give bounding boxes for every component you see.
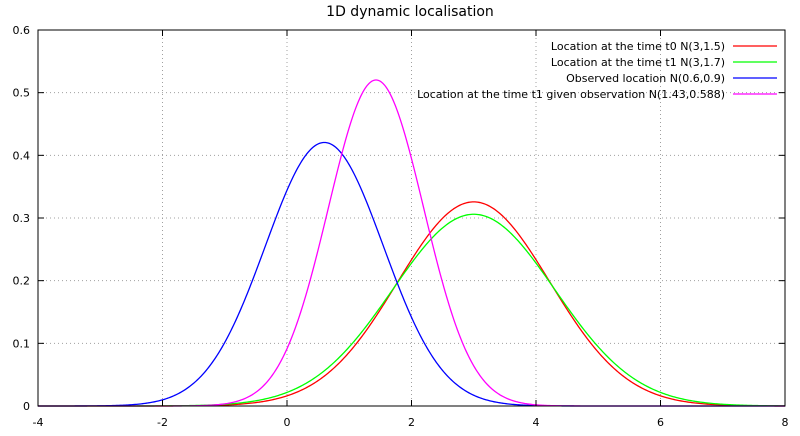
legend-label-4: Location at the time t1 given observatio… [417,88,725,101]
x-tick-label: 6 [657,416,664,429]
legend: Location at the time t0 N(3,1.5) Location… [417,40,777,101]
series-line-4 [38,79,785,407]
y-tick-label: 0.4 [13,149,31,162]
x-tick-label: -2 [157,416,168,429]
legend-label-3: Observed location N(0.6,0.9) [566,72,725,85]
x-tick-label: 8 [782,416,789,429]
x-tick-label: -4 [33,416,44,429]
x-tick-label: 4 [533,416,540,429]
y-tick-label: 0.6 [13,24,31,37]
y-tick-label: 0.3 [13,212,31,225]
grid [38,30,785,406]
chart-title: 1D dynamic localisation [326,4,494,20]
series-lines [38,79,786,407]
x-tick-label: 2 [408,416,415,429]
legend-label-2: Location at the time t1 N(3,1.7) [551,56,725,69]
series-line-1 [38,201,785,407]
y-tick-label: 0.5 [13,87,31,100]
legend-label-1: Location at the time t0 N(3,1.5) [551,40,725,53]
y-tick-label: 0.2 [13,275,31,288]
y-tick-label: 0.1 [13,337,31,350]
y-tick-label: 0 [23,400,30,413]
plot-area-border [37,29,786,407]
x-tick-label: 0 [284,416,291,429]
